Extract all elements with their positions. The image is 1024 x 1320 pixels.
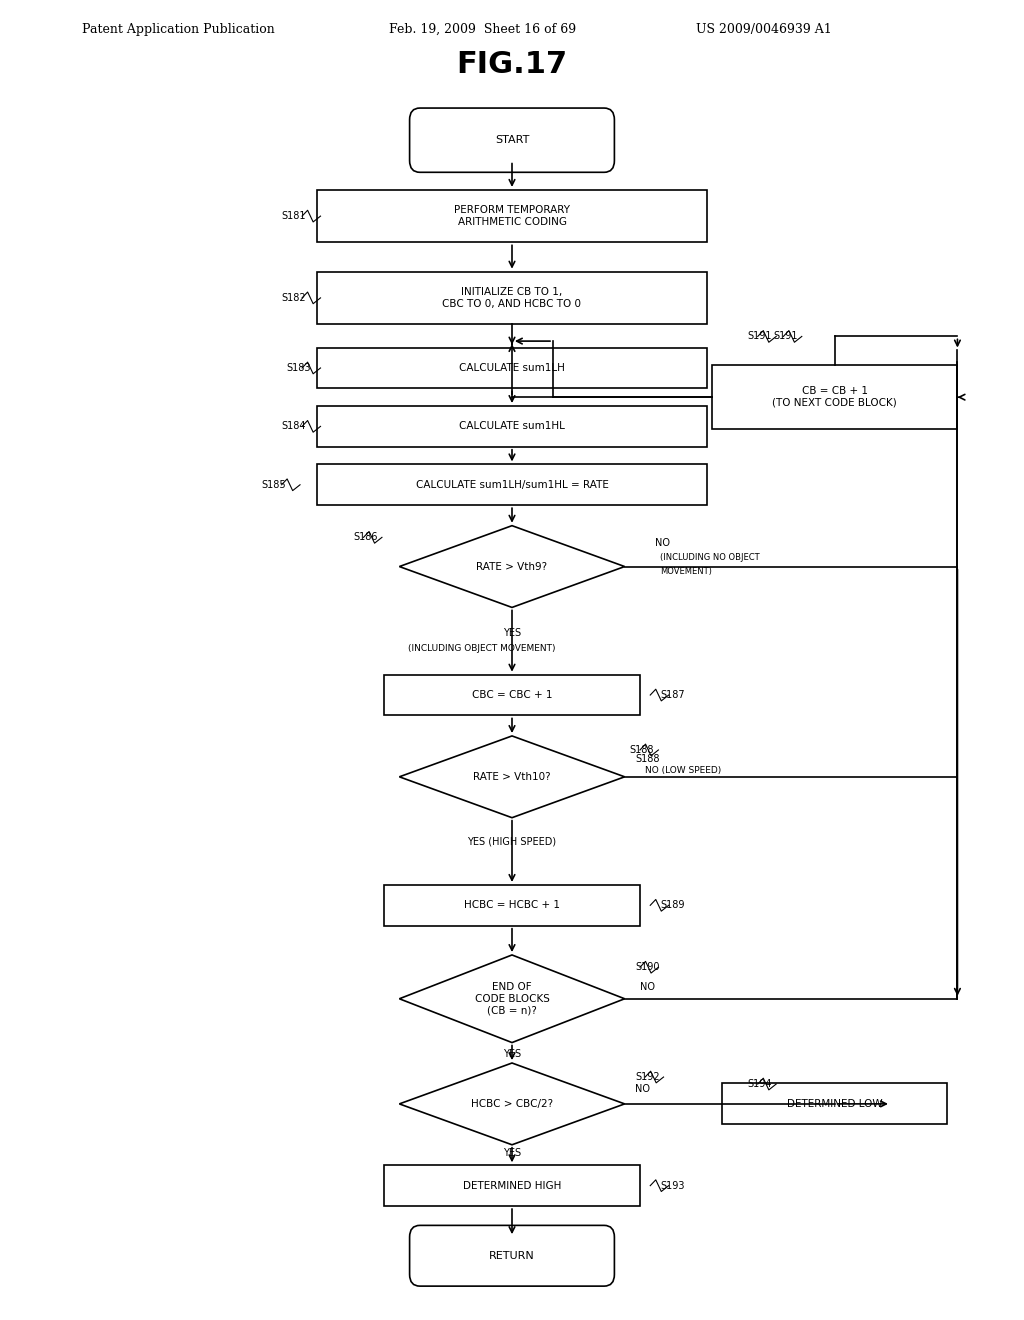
Text: NO: NO (640, 982, 655, 993)
FancyBboxPatch shape (410, 1225, 614, 1286)
Text: S188: S188 (635, 754, 659, 764)
Text: NO: NO (635, 1084, 650, 1094)
Text: CALCULATE sum1LH/sum1HL = RATE: CALCULATE sum1LH/sum1HL = RATE (416, 479, 608, 490)
Text: CALCULATE sum1LH: CALCULATE sum1LH (459, 363, 565, 374)
Polygon shape (399, 1063, 625, 1144)
Text: S189: S189 (660, 900, 685, 911)
Text: S181: S181 (282, 211, 306, 222)
Text: (INCLUDING OBJECT MOVEMENT): (INCLUDING OBJECT MOVEMENT) (408, 644, 555, 653)
FancyBboxPatch shape (712, 366, 957, 429)
FancyBboxPatch shape (410, 108, 614, 173)
Polygon shape (399, 954, 625, 1043)
Text: YES: YES (503, 1148, 521, 1158)
Text: HCBC > CBC/2?: HCBC > CBC/2? (471, 1098, 553, 1109)
Text: S182: S182 (282, 293, 306, 302)
Text: RATE > Vth9?: RATE > Vth9? (476, 561, 548, 572)
Text: YES: YES (503, 628, 521, 638)
Text: S190: S190 (635, 962, 659, 973)
Text: START: START (495, 135, 529, 145)
Text: S186: S186 (353, 532, 378, 543)
FancyBboxPatch shape (384, 1166, 640, 1206)
Text: S187: S187 (660, 690, 685, 700)
Polygon shape (399, 525, 625, 607)
Text: YES (HIGH SPEED): YES (HIGH SPEED) (467, 836, 557, 846)
FancyBboxPatch shape (317, 407, 707, 446)
Text: CBC = CBC + 1: CBC = CBC + 1 (472, 690, 552, 700)
Text: FIG.17: FIG.17 (457, 50, 567, 79)
Text: YES: YES (503, 1048, 521, 1059)
Text: END OF
CODE BLOCKS
(CB = n)?: END OF CODE BLOCKS (CB = n)? (474, 982, 550, 1015)
Text: S194: S194 (748, 1078, 772, 1089)
Text: Patent Application Publication: Patent Application Publication (82, 22, 274, 36)
Text: S184: S184 (282, 421, 306, 432)
Text: RATE > Vth10?: RATE > Vth10? (473, 772, 551, 781)
Text: DETERMINED HIGH: DETERMINED HIGH (463, 1180, 561, 1191)
Text: RETURN: RETURN (489, 1251, 535, 1261)
Text: HCBC = HCBC + 1: HCBC = HCBC + 1 (464, 900, 560, 911)
Text: S185: S185 (261, 479, 286, 490)
FancyBboxPatch shape (317, 347, 707, 388)
FancyBboxPatch shape (317, 465, 707, 506)
Text: S192: S192 (635, 1072, 659, 1082)
FancyBboxPatch shape (384, 675, 640, 715)
Text: CALCULATE sum1HL: CALCULATE sum1HL (459, 421, 565, 432)
FancyBboxPatch shape (722, 1084, 947, 1125)
Text: (INCLUDING NO OBJECT: (INCLUDING NO OBJECT (660, 553, 760, 562)
Text: NO: NO (655, 539, 671, 548)
Text: S191: S191 (773, 331, 798, 342)
FancyBboxPatch shape (317, 272, 707, 325)
Text: INITIALIZE CB TO 1,
CBC TO 0, AND HCBC TO 0: INITIALIZE CB TO 1, CBC TO 0, AND HCBC T… (442, 286, 582, 309)
Text: NO (LOW SPEED): NO (LOW SPEED) (645, 767, 721, 775)
Text: DETERMINED LOW: DETERMINED LOW (786, 1098, 883, 1109)
Text: PERFORM TEMPORARY
ARITHMETIC CODING: PERFORM TEMPORARY ARITHMETIC CODING (454, 206, 570, 227)
Text: S188: S188 (630, 744, 654, 755)
FancyBboxPatch shape (384, 884, 640, 925)
Text: S193: S193 (660, 1180, 685, 1191)
Text: CB = CB + 1
(TO NEXT CODE BLOCK): CB = CB + 1 (TO NEXT CODE BLOCK) (772, 387, 897, 408)
Text: US 2009/0046939 A1: US 2009/0046939 A1 (696, 22, 833, 36)
FancyBboxPatch shape (317, 190, 707, 243)
Text: Feb. 19, 2009  Sheet 16 of 69: Feb. 19, 2009 Sheet 16 of 69 (389, 22, 577, 36)
Text: MOVEMENT): MOVEMENT) (660, 566, 713, 576)
Text: S183: S183 (287, 363, 311, 374)
Polygon shape (399, 737, 625, 817)
Text: S191: S191 (748, 331, 772, 342)
